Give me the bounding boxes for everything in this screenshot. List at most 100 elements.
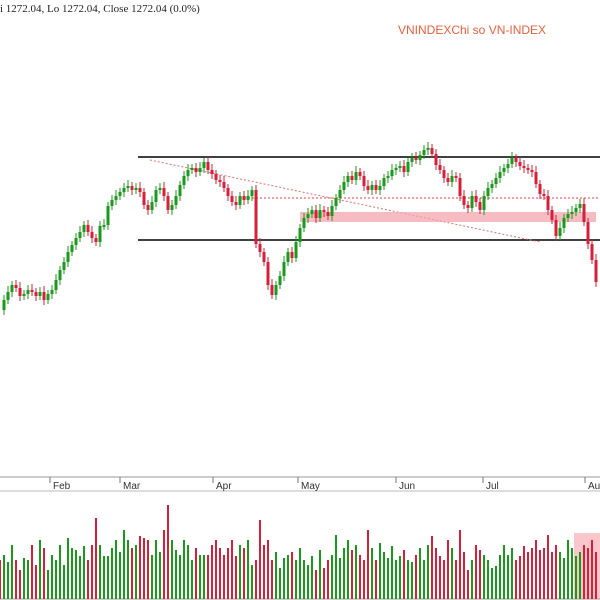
- candle-body: [242, 196, 246, 200]
- volume-bar: [23, 558, 25, 599]
- volume-bar: [539, 550, 541, 599]
- candle-body: [90, 232, 94, 238]
- volume-bar: [79, 556, 81, 599]
- candle-body: [250, 190, 254, 196]
- candle-body: [274, 285, 278, 295]
- candle-body: [254, 190, 258, 244]
- volume-bar: [419, 548, 421, 599]
- volume-bar: [95, 518, 97, 599]
- volume-bar: [71, 548, 73, 599]
- volume-bar: [279, 568, 281, 599]
- candle-body: [214, 174, 218, 180]
- volume-bar: [99, 545, 101, 599]
- volume-bar: [575, 556, 577, 599]
- candle-body: [478, 202, 482, 210]
- downtrend-line: [149, 159, 541, 243]
- candle-body: [350, 176, 354, 180]
- volume-bar: [451, 548, 453, 599]
- volume-bar: [3, 555, 5, 599]
- candle-body: [266, 262, 270, 285]
- volume-bar: [355, 545, 357, 599]
- candle-body: [82, 225, 86, 232]
- candle-body: [58, 270, 62, 280]
- volume-bar: [287, 555, 289, 599]
- x-tick-label: Jun: [399, 481, 415, 492]
- candle-body: [318, 210, 322, 218]
- candle-body: [418, 155, 422, 160]
- volume-bar: [579, 552, 581, 599]
- candle-body: [286, 252, 290, 262]
- candle-body: [66, 252, 70, 262]
- candle-body: [526, 168, 530, 170]
- candle-body: [494, 178, 498, 184]
- candle-body: [402, 166, 406, 172]
- candle-body: [578, 204, 582, 208]
- candle-body: [410, 158, 414, 162]
- volume-bar: [307, 565, 309, 599]
- volume-bar: [439, 556, 441, 599]
- candle-body: [302, 218, 306, 228]
- volume-bar: [231, 540, 233, 599]
- candle-body: [358, 172, 362, 176]
- candle-body: [354, 172, 358, 180]
- candle-body: [118, 192, 122, 196]
- volume-bar: [499, 555, 501, 599]
- candle-body: [458, 178, 462, 196]
- volume-bar: [207, 555, 209, 599]
- volume-bar: [423, 560, 425, 599]
- volume-bar: [507, 555, 509, 599]
- candle-body: [394, 168, 398, 170]
- volume-bar: [367, 530, 369, 599]
- volume-bar: [383, 552, 385, 599]
- volume-bar: [519, 556, 521, 599]
- volume-bar: [235, 556, 237, 599]
- volume-bar: [511, 548, 513, 599]
- volume-bar: [227, 548, 229, 599]
- volume-bar: [531, 548, 533, 599]
- volume-bar: [263, 545, 265, 599]
- candle-body: [110, 200, 114, 206]
- volume-bar: [127, 540, 129, 599]
- volume-bar: [251, 565, 253, 599]
- candle-body: [498, 172, 502, 178]
- volume-bar: [399, 556, 401, 599]
- candle-body: [298, 228, 302, 242]
- volume-bar: [351, 550, 353, 599]
- candle-body: [466, 205, 470, 208]
- volume-bar: [395, 560, 397, 599]
- candle-body: [538, 184, 542, 194]
- volume-bar: [407, 560, 409, 599]
- candle-body: [134, 188, 138, 190]
- volume-bar: [527, 552, 529, 599]
- volume-bar: [323, 568, 325, 599]
- volume-bar: [103, 556, 105, 599]
- volume-bar: [411, 562, 413, 599]
- volume-bar: [179, 555, 181, 599]
- volume-bar: [339, 558, 341, 599]
- volume-bar: [47, 570, 49, 599]
- candle-body: [414, 158, 418, 160]
- candle-body: [510, 158, 514, 164]
- candle-body: [70, 245, 74, 252]
- candle-body: [94, 238, 98, 242]
- candle-body: [310, 210, 314, 214]
- volume-bar: [327, 560, 329, 599]
- candle-body: [294, 242, 298, 258]
- candle-body: [550, 210, 554, 220]
- candle-body: [426, 148, 430, 150]
- volume-bar: [175, 550, 177, 599]
- candle-body: [546, 196, 550, 210]
- volume-bar: [167, 505, 169, 599]
- volume-bar: [51, 555, 53, 599]
- candle-body: [2, 300, 6, 310]
- volume-bar: [447, 540, 449, 599]
- volume-bar: [491, 568, 493, 599]
- volume-bar: [291, 552, 293, 599]
- volume-bar: [171, 540, 173, 599]
- candle-body: [270, 285, 274, 295]
- volume-bar: [111, 548, 113, 599]
- candle-body: [14, 285, 18, 288]
- candle-body: [130, 186, 134, 190]
- candle-body: [514, 158, 518, 162]
- volume-bar: [587, 548, 589, 599]
